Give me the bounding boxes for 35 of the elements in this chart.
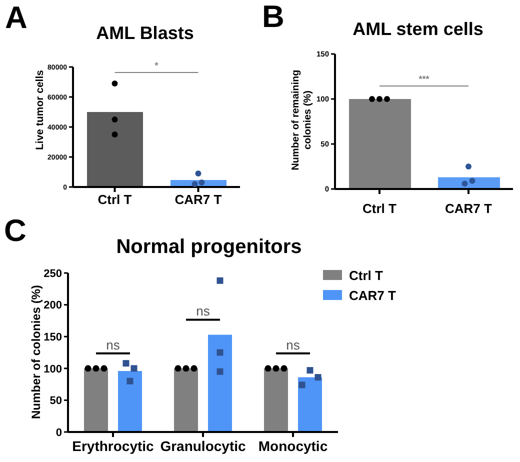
chart-title: AML Blasts (96, 23, 194, 43)
annotation: *** (418, 74, 430, 84)
y-axis-title: Number of colonies (%) (29, 285, 44, 420)
bar (298, 377, 322, 432)
x-tick-label: Erythrocytic (72, 438, 154, 454)
annotation: ns (196, 304, 210, 319)
y-tick-label: 0 (56, 426, 62, 439)
annotation: * (154, 60, 159, 70)
x-tick-label: Ctrl T (98, 192, 132, 208)
y-tick-label: 150 (44, 332, 62, 344)
chart-title: Normal progenitors (116, 236, 302, 258)
bar (84, 368, 108, 432)
bar (264, 368, 288, 432)
y-tick-label: 50 (50, 395, 62, 408)
x-tick-label: Granulocytic (160, 438, 246, 454)
text: A (5, 0, 28, 35)
x-tick-label: CAR7 T (174, 192, 222, 208)
y-tick-label: 200 (44, 300, 62, 312)
text: B (262, 0, 284, 34)
bar (174, 368, 198, 432)
annotation: ns (106, 337, 120, 352)
y-axis-title: Number of remaining colonies (%) (290, 70, 313, 170)
legend-label: Ctrl T (349, 268, 383, 282)
bar (118, 370, 142, 432)
x-tick-label: Ctrl T (362, 201, 397, 216)
x-tick-label: Monocytic (258, 438, 328, 454)
annotation: ns (286, 337, 300, 352)
bar (208, 334, 232, 432)
y-axis-title: Live tumor cells (34, 70, 46, 150)
chart-title: AML stem cells (352, 19, 484, 39)
y-tick-label: 100 (44, 363, 62, 376)
text: C (4, 213, 26, 248)
x-tick-label: CAR7 T (445, 201, 492, 216)
legend-label: CAR7 T (349, 288, 396, 302)
y-tick-label: 250 (44, 268, 62, 280)
